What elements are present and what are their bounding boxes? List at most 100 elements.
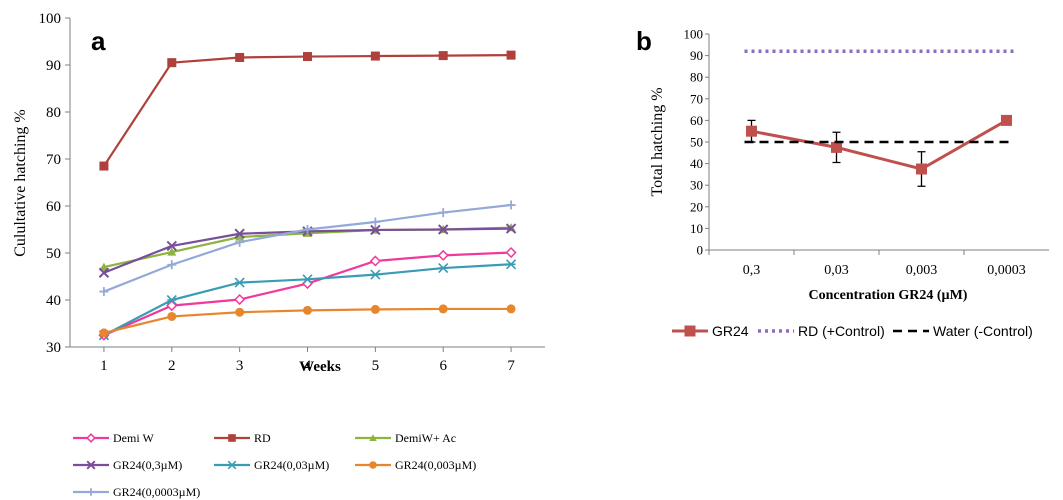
chart-b-x-tick-label: 0,3 bbox=[743, 263, 761, 278]
chart-b-y-tick-label: 80 bbox=[690, 70, 703, 85]
data-point-gr24-0-03-m bbox=[234, 277, 245, 288]
data-point-demi-w bbox=[234, 293, 246, 306]
legend-label-gr24-0-3-m: GR24(0,3µM) bbox=[113, 458, 182, 472]
chart-a-y-tick-label: 30 bbox=[46, 340, 61, 356]
chart-a-x-tick-label: 4 bbox=[304, 358, 312, 374]
data-point-gr24-0-003-m bbox=[370, 304, 380, 314]
legend-label-gr24-0-003-m: GR24(0,003µM) bbox=[395, 458, 476, 472]
chart-b-ylabel: Total hatching % bbox=[649, 87, 666, 196]
data-point-demi-w bbox=[166, 300, 178, 312]
data-point-gr24-0-0003-m bbox=[506, 200, 516, 210]
chart-b-y-tick-label: 50 bbox=[690, 135, 703, 150]
legend-label-demi-w: Demi W bbox=[113, 431, 154, 445]
data-point-gr24-0-003-m bbox=[506, 304, 516, 314]
data-point-gr24-0-3-m bbox=[370, 224, 381, 236]
data-point-gr24-0-03-m bbox=[438, 262, 449, 274]
chart-a-x-tick-label: 2 bbox=[168, 358, 176, 374]
legend-label-gr24: GR24 bbox=[712, 323, 749, 339]
chart-b-y-tick-label: 60 bbox=[690, 113, 703, 128]
data-point-gr24-0-03-m bbox=[370, 269, 381, 280]
legend-marker-gr24-0-03-m bbox=[227, 460, 237, 470]
data-point-gr24-0-0003-m bbox=[438, 208, 448, 218]
data-point-gr24-0-003-m bbox=[438, 304, 448, 314]
chart-a-x-tick-label: 1 bbox=[100, 358, 108, 374]
chart-b-y-tick-label: 90 bbox=[690, 48, 703, 63]
legend-marker-gr24 bbox=[684, 325, 696, 337]
data-point-demiw-ac bbox=[235, 232, 245, 241]
legend-label-rd: RD bbox=[254, 431, 271, 445]
data-point-rd bbox=[438, 51, 448, 61]
chart-a-xlabel: Weeks bbox=[299, 359, 341, 375]
data-point-demiw-ac bbox=[99, 262, 109, 271]
data-point-gr24 bbox=[1001, 114, 1012, 126]
chart-a-x-tick-label: 5 bbox=[372, 358, 380, 374]
data-point-rd bbox=[99, 161, 109, 171]
data-point-rd bbox=[370, 51, 380, 61]
chart-b-y-tick-label: 40 bbox=[690, 156, 703, 171]
legend-marker-rd bbox=[228, 434, 236, 442]
data-point-demi-w bbox=[437, 249, 449, 261]
data-point-gr24-0-0003-m bbox=[167, 260, 177, 270]
data-point-gr24 bbox=[831, 141, 842, 153]
data-point-gr24-0-0003-m bbox=[303, 225, 312, 234]
legend-marker-gr24-0-0003-m bbox=[87, 488, 95, 496]
chart-a-y-tick-label: 60 bbox=[46, 199, 61, 215]
data-point-demi-w bbox=[505, 246, 517, 259]
chart-a-y-tick-label: 100 bbox=[39, 11, 62, 27]
data-point-rd bbox=[506, 50, 516, 60]
legend-marker-demi-w bbox=[86, 433, 96, 443]
chart-a-x-tick-label: 6 bbox=[439, 358, 447, 374]
legend-label-gr24-0-03-m: GR24(0,03µM) bbox=[254, 458, 329, 472]
chart-a-ylabel: Culultative hatching % bbox=[12, 109, 29, 257]
data-point-gr24-0-3-m bbox=[98, 267, 110, 278]
data-point-gr24-0-0003-m bbox=[235, 237, 245, 247]
legend-label-demiw-ac: DemiW+ Ac bbox=[395, 431, 456, 445]
data-point-gr24-0-3-m bbox=[505, 223, 517, 234]
chart-b-x-tick-label: 0,0003 bbox=[987, 263, 1026, 278]
chart-a-y-tick-label: 90 bbox=[46, 58, 61, 74]
chart-a-y-tick-label: 80 bbox=[46, 105, 61, 121]
series-line-demi-w bbox=[103, 251, 512, 337]
legend-marker-demiw-ac bbox=[369, 434, 377, 442]
data-point-rd bbox=[303, 52, 312, 62]
chart-a-y-tick-label: 50 bbox=[46, 246, 61, 262]
chart-a-x-tick-label: 3 bbox=[236, 358, 244, 374]
chart-b-x-tick-label: 0,03 bbox=[824, 263, 849, 278]
chart-b-y-tick-label: 100 bbox=[684, 27, 704, 42]
chart-b-xlabel: Concentration GR24 (µM) bbox=[809, 288, 968, 303]
data-point-gr24-0-0003-m bbox=[370, 217, 380, 227]
chart-b-y-tick-label: 0 bbox=[697, 243, 704, 258]
chart-b-y-tick-label: 10 bbox=[690, 221, 703, 236]
data-point-gr24-0-003-m bbox=[99, 328, 109, 338]
legend-marker-gr24-0-3-m bbox=[86, 460, 96, 470]
series-line-gr24-0-03-m bbox=[103, 263, 512, 337]
legend-marker-gr24-0-003-m bbox=[369, 461, 377, 469]
data-point-gr24-0-3-m bbox=[438, 224, 449, 235]
chart-b-y-tick-label: 30 bbox=[690, 178, 703, 193]
series-line-gr24 bbox=[751, 119, 1008, 171]
data-point-gr24-0-003-m bbox=[235, 307, 245, 317]
data-point-demi-w bbox=[369, 255, 381, 267]
data-point-gr24-0-3-m bbox=[234, 228, 245, 239]
data-point-gr24-0-03-m bbox=[166, 294, 177, 306]
data-point-gr24-0-0003-m bbox=[99, 287, 109, 297]
data-point-gr24-0-003-m bbox=[167, 311, 177, 321]
panel-b-letter: b bbox=[636, 26, 652, 56]
chart-a-x-tick-label: 7 bbox=[507, 358, 515, 374]
data-point-demiw-ac bbox=[167, 247, 177, 256]
chart-b-x-tick-label: 0,003 bbox=[906, 263, 938, 278]
data-point-gr24 bbox=[746, 125, 757, 137]
legend-label-rd-control: RD (+Control) bbox=[798, 323, 885, 339]
chart-b-y-tick-label: 20 bbox=[690, 199, 703, 214]
chart-a-y-tick-label: 70 bbox=[46, 152, 61, 168]
data-point-gr24-0-3-m bbox=[166, 240, 177, 252]
data-point-rd bbox=[167, 58, 177, 68]
legend-label-water-control: Water (-Control) bbox=[933, 323, 1033, 339]
chart-b-y-tick-label: 70 bbox=[690, 91, 703, 106]
data-point-gr24-0-03-m bbox=[506, 259, 517, 270]
series-line-rd bbox=[103, 54, 512, 167]
legend-label-gr24-0-0003-m: GR24(0,0003µM) bbox=[113, 485, 200, 499]
